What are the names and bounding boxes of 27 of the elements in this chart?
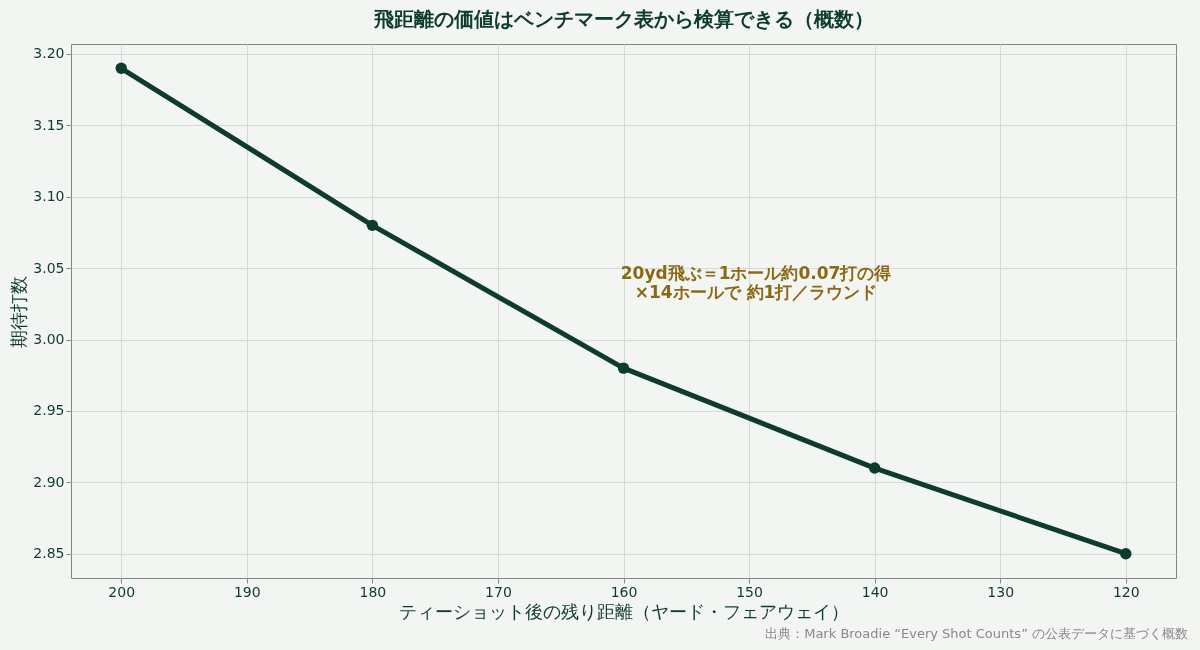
source-note: 出典：Mark Broadie “Every Shot Counts” の公表データに基づく概数 (764, 625, 1188, 643)
x-axis-title: ティーショット後の残り距離（ヤード・フェアウェイ） (399, 600, 849, 622)
point (617, 362, 630, 374)
point (1120, 548, 1132, 560)
x-tick-label: 190 (233, 583, 261, 600)
x-tick-label: 150 (736, 583, 763, 600)
y-axis-title: 期待打数 (8, 275, 30, 348)
y-tick-label: 3.20 (33, 45, 65, 62)
y-tick-label: 2.85 (33, 545, 65, 562)
x-tick-label: 170 (485, 583, 512, 600)
x-tick-label: 120 (1112, 583, 1140, 600)
y-tick-label: 2.90 (33, 473, 65, 490)
point (366, 219, 379, 232)
point (115, 62, 127, 74)
x-tick-label: 180 (359, 583, 387, 600)
annotation: 20yd飛ぶ＝1ホール約0.07打の得 ×14ホールで 約1打／ラウンド (620, 262, 892, 302)
y-tick-label: 3.05 (33, 259, 65, 276)
chart-title: 飛距離の価値はベンチマーク表から検算できる（概数） (372, 7, 874, 31)
x-tick-label: 130 (987, 583, 1015, 600)
y-tick-label: 3.10 (33, 188, 65, 205)
x-tick-label: 140 (861, 583, 889, 600)
x-tick-label: 200 (108, 583, 136, 600)
point (868, 462, 881, 474)
x-tick-label: 160 (610, 583, 638, 600)
y-tick-label: 2.95 (33, 402, 65, 419)
y-tick-label: 3.15 (33, 116, 65, 133)
y-tick-label: 3.00 (33, 331, 65, 348)
